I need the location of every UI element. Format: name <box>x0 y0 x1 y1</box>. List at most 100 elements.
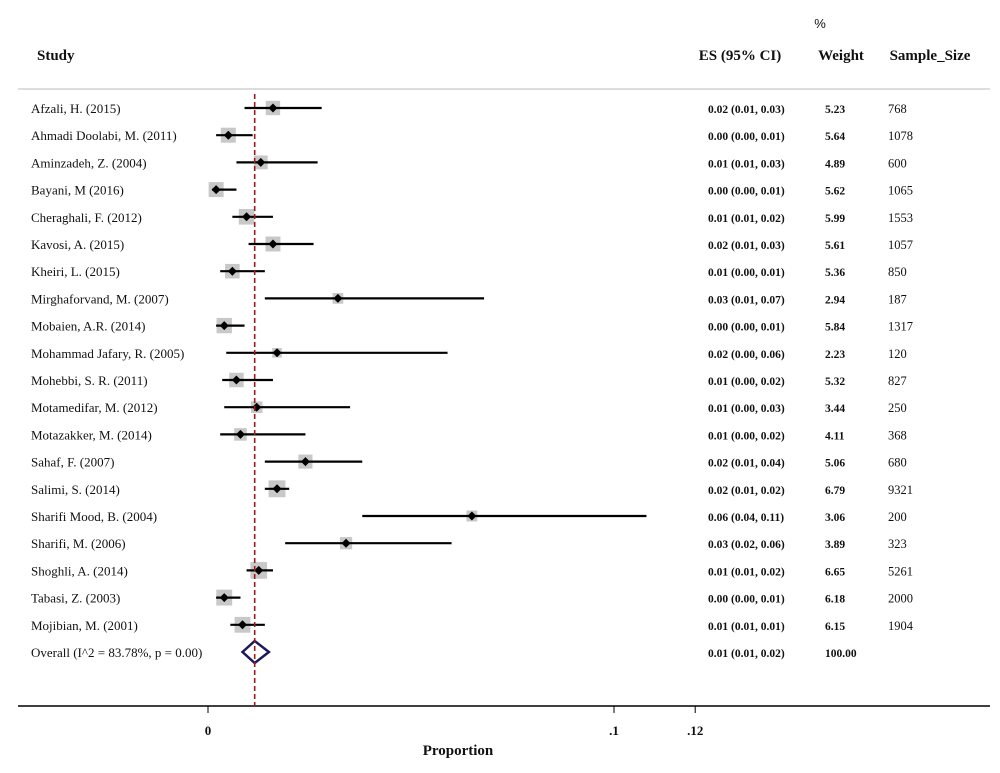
study-row: Sharifi, M. (2006) 0.03 (0.02, 0.06) 3.89 3… <box>31 536 907 551</box>
weight-value: 6.15 <box>825 621 845 633</box>
study-label: Sahaf, F. (2007) <box>31 455 114 470</box>
weight-value: 3.89 <box>825 539 845 551</box>
es-header: ES (95% CI) <box>699 48 782 64</box>
x-tick-label: .1 <box>609 723 619 738</box>
study-label: Cheraghali, F. (2012) <box>31 210 142 225</box>
x-tick-label: .12 <box>687 723 703 738</box>
study-row: Mohebbi, S. R. (2011) 0.01 (0.00, 0.02) 5.… <box>31 372 907 388</box>
es-ci-value: 0.01 (0.00, 0.02) <box>708 376 785 388</box>
sample-size-value: 1317 <box>888 320 913 334</box>
overall-es-ci-value: 0.01 (0.01, 0.02) <box>708 648 785 660</box>
point-estimate-marker <box>268 103 278 113</box>
es-ci-value: 0.02 (0.00, 0.06) <box>708 349 785 361</box>
study-row: Bayani, M (2016) 0.00 (0.00, 0.01) 5.62 106… <box>31 182 913 198</box>
study-row: Mirghaforvand, M. (2007) 0.03 (0.01, 0.07… <box>31 291 907 306</box>
es-ci-value: 0.03 (0.02, 0.06) <box>708 539 785 551</box>
sample-size-value: 5261 <box>888 564 913 578</box>
study-row: Sahaf, F. (2007) 0.02 (0.01, 0.04) 5.06 680 <box>31 454 907 470</box>
study-label: Kavosi, A. (2015) <box>31 237 124 252</box>
sample-size-value: 250 <box>888 401 907 415</box>
study-label: Mobaien, A.R. (2014) <box>31 319 145 334</box>
overall-label: Overall (I^2 = 83.78%, p = 0.00) <box>31 645 202 660</box>
weight-value: 3.06 <box>825 512 845 524</box>
sample-size-value: 187 <box>888 292 907 306</box>
x-axis-ticks: 0 .1 .12 <box>205 706 703 738</box>
es-ci-value: 0.02 (0.01, 0.03) <box>708 240 785 252</box>
study-row: Motamedifar, M. (2012) 0.01 (0.00, 0.03) 3… <box>31 400 907 415</box>
study-label: Afzali, H. (2015) <box>31 101 121 116</box>
sample-size-value: 1065 <box>888 184 913 198</box>
point-estimate-marker <box>219 593 229 603</box>
study-row: Kavosi, A. (2015) 0.02 (0.01, 0.03) 5.61 10… <box>31 236 913 252</box>
point-estimate-marker <box>242 212 252 222</box>
sample-size-value: 368 <box>888 428 907 442</box>
weight-value: 2.94 <box>825 294 845 306</box>
point-estimate-marker <box>268 239 278 249</box>
study-row: Cheraghali, F. (2012) 0.01 (0.01, 0.02) 5.… <box>31 209 913 225</box>
sample-size-value: 1904 <box>888 619 914 633</box>
study-rows: Afzali, H. (2015) 0.02 (0.01, 0.03) 5.23 76… <box>31 100 914 665</box>
point-estimate-marker <box>467 511 477 521</box>
es-ci-value: 0.03 (0.01, 0.07) <box>708 294 785 306</box>
weight-value: 5.84 <box>825 322 845 334</box>
point-estimate-marker <box>211 185 221 195</box>
study-label: Motazakker, M. (2014) <box>31 427 152 442</box>
es-ci-value: 0.01 (0.00, 0.01) <box>708 267 785 279</box>
point-estimate-marker <box>219 321 229 331</box>
overall-row: Overall (I^2 = 83.78%, p = 0.00) 0.01 (0.… <box>31 639 857 665</box>
point-estimate-marker <box>300 457 310 467</box>
es-ci-value: 0.00 (0.00, 0.01) <box>708 594 785 606</box>
weight-value: 5.32 <box>825 376 845 388</box>
es-ci-value: 0.02 (0.01, 0.02) <box>708 485 785 497</box>
weight-value: 6.79 <box>825 485 845 497</box>
study-label: Shoghli, A. (2014) <box>31 563 128 578</box>
es-ci-value: 0.01 (0.00, 0.02) <box>708 430 785 442</box>
sample-size-value: 9321 <box>888 483 913 497</box>
study-label: Aminzadeh, Z. (2004) <box>31 155 147 170</box>
point-estimate-marker <box>256 157 266 167</box>
study-label: Sharifi, M. (2006) <box>31 536 126 551</box>
study-row: Mohammad Jafary, R. (2005) 0.02 (0.00, 0.… <box>31 346 907 361</box>
sample-size-value: 1553 <box>888 211 913 225</box>
point-estimate-marker <box>227 266 237 276</box>
sample-size-header: Sample_Size <box>890 48 971 64</box>
study-label: Bayani, M (2016) <box>31 183 124 198</box>
point-estimate-marker <box>272 484 282 494</box>
study-label: Mohebbi, S. R. (2011) <box>31 373 148 388</box>
study-label: Kheiri, L. (2015) <box>31 264 120 279</box>
study-label: Salimi, S. (2014) <box>31 482 120 497</box>
es-ci-value: 0.06 (0.04, 0.11) <box>708 512 784 524</box>
sample-size-value: 1078 <box>888 129 913 143</box>
sample-size-value: 827 <box>888 374 907 388</box>
study-row: Aminzadeh, Z. (2004) 0.01 (0.01, 0.03) 4.8… <box>31 155 907 170</box>
point-estimate-marker <box>238 620 248 630</box>
sample-size-value: 323 <box>888 537 907 551</box>
study-label: Mojibian, M. (2001) <box>31 618 138 633</box>
study-row: Ahmadi Doolabi, M. (2011) 0.00 (0.00, 0.0… <box>31 127 913 143</box>
study-label: Ahmadi Doolabi, M. (2011) <box>31 128 177 143</box>
es-ci-value: 0.00 (0.00, 0.01) <box>708 186 785 198</box>
study-label: Motamedifar, M. (2012) <box>31 400 158 415</box>
study-label: Tabasi, Z. (2003) <box>31 591 120 606</box>
weight-value: 5.36 <box>825 267 845 279</box>
sample-size-value: 768 <box>888 102 907 116</box>
study-row: Shoghli, A. (2014) 0.01 (0.01, 0.02) 6.65 5… <box>31 562 913 579</box>
study-label: Mirghaforvand, M. (2007) <box>31 291 169 306</box>
es-ci-value: 0.01 (0.01, 0.02) <box>708 213 785 225</box>
point-estimate-marker <box>235 429 245 439</box>
point-estimate-marker <box>333 293 343 303</box>
study-header: Study <box>37 48 75 64</box>
overall-diamond <box>240 639 271 665</box>
x-axis-label: Proportion <box>423 743 494 759</box>
point-estimate-marker <box>223 130 233 140</box>
weight-value: 5.06 <box>825 458 845 470</box>
es-ci-value: 0.02 (0.01, 0.03) <box>708 104 785 116</box>
weight-value: 4.11 <box>825 430 845 442</box>
es-ci-value: 0.02 (0.01, 0.04) <box>708 458 785 470</box>
study-row: Mojibian, M. (2001) 0.01 (0.01, 0.01) 6.15… <box>31 616 914 633</box>
sample-size-value: 1057 <box>888 238 913 252</box>
weight-value: 5.99 <box>825 213 845 225</box>
sample-size-value: 600 <box>888 156 907 170</box>
study-row: Sharifi Mood, B. (2004) 0.06 (0.04, 0.11)… <box>31 509 907 524</box>
weight-value: 6.18 <box>825 594 845 606</box>
